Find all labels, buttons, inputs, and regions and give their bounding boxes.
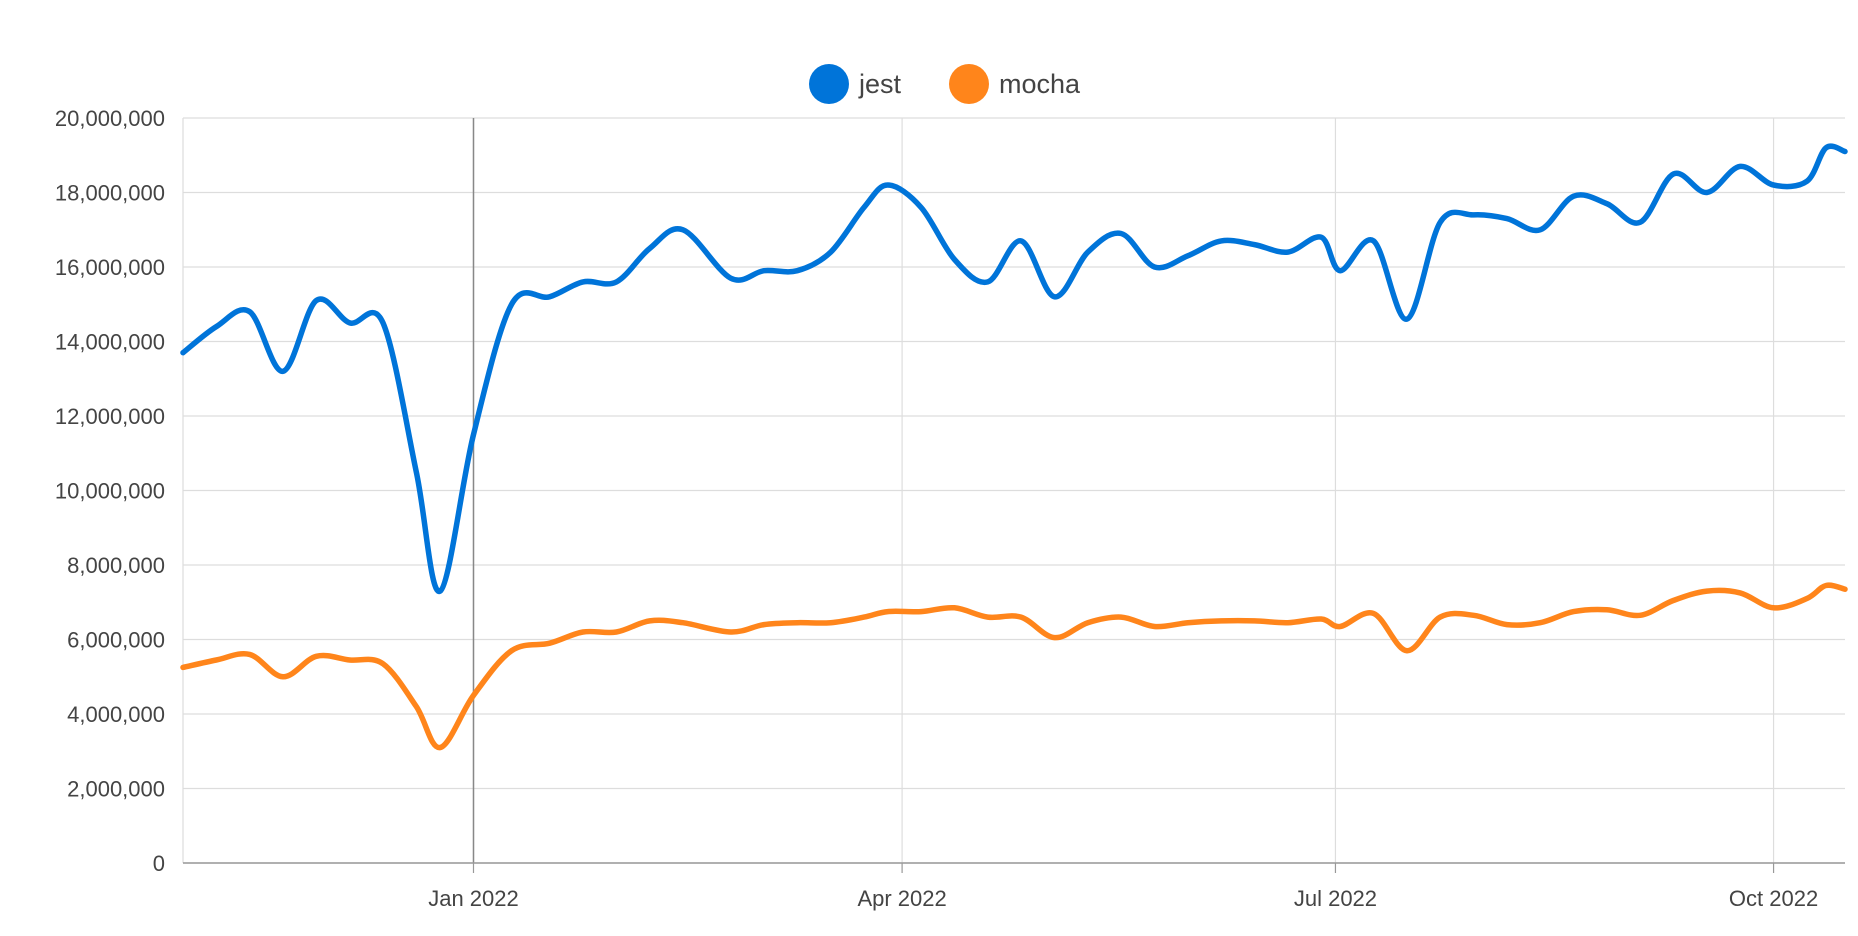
legend-marker [809, 64, 849, 104]
y-tick-label: 2,000,000 [67, 777, 165, 802]
x-tick-label: Jul 2022 [1294, 886, 1377, 911]
axes: 0 2,000,000 4,000,000 6,000,000 8,000,000 10,… [55, 106, 1845, 911]
y-tick-label: 20,000,000 [55, 106, 165, 131]
x-tick-label: Oct 2022 [1729, 886, 1818, 911]
y-tick-label: 12,000,000 [55, 404, 165, 429]
legend-label: mocha [999, 69, 1081, 99]
series-line-jest [180, 143, 1848, 594]
grid [182, 117, 1845, 864]
y-tick-label: 8,000,000 [67, 553, 165, 578]
legend-item-mocha[interactable]: mocha [949, 64, 1081, 104]
legend-marker [949, 64, 989, 104]
y-tick-label: 10,000,000 [55, 479, 165, 504]
y-tick-label: 14,000,000 [55, 330, 165, 355]
series-lines [180, 143, 1848, 751]
x-tick-label: Apr 2022 [857, 886, 946, 911]
y-tick-label: 0 [153, 851, 165, 876]
y-tick-label: 16,000,000 [55, 255, 165, 280]
x-tick-label: Jan 2022 [428, 886, 519, 911]
y-tick-label: 18,000,000 [55, 181, 165, 206]
y-tick-label: 4,000,000 [67, 702, 165, 727]
y-tick-label: 6,000,000 [67, 628, 165, 653]
legend[interactable]: jest mocha [809, 64, 1081, 104]
legend-label: jest [858, 69, 902, 99]
series-line-mocha [180, 582, 1848, 751]
legend-item-jest[interactable]: jest [809, 64, 902, 104]
